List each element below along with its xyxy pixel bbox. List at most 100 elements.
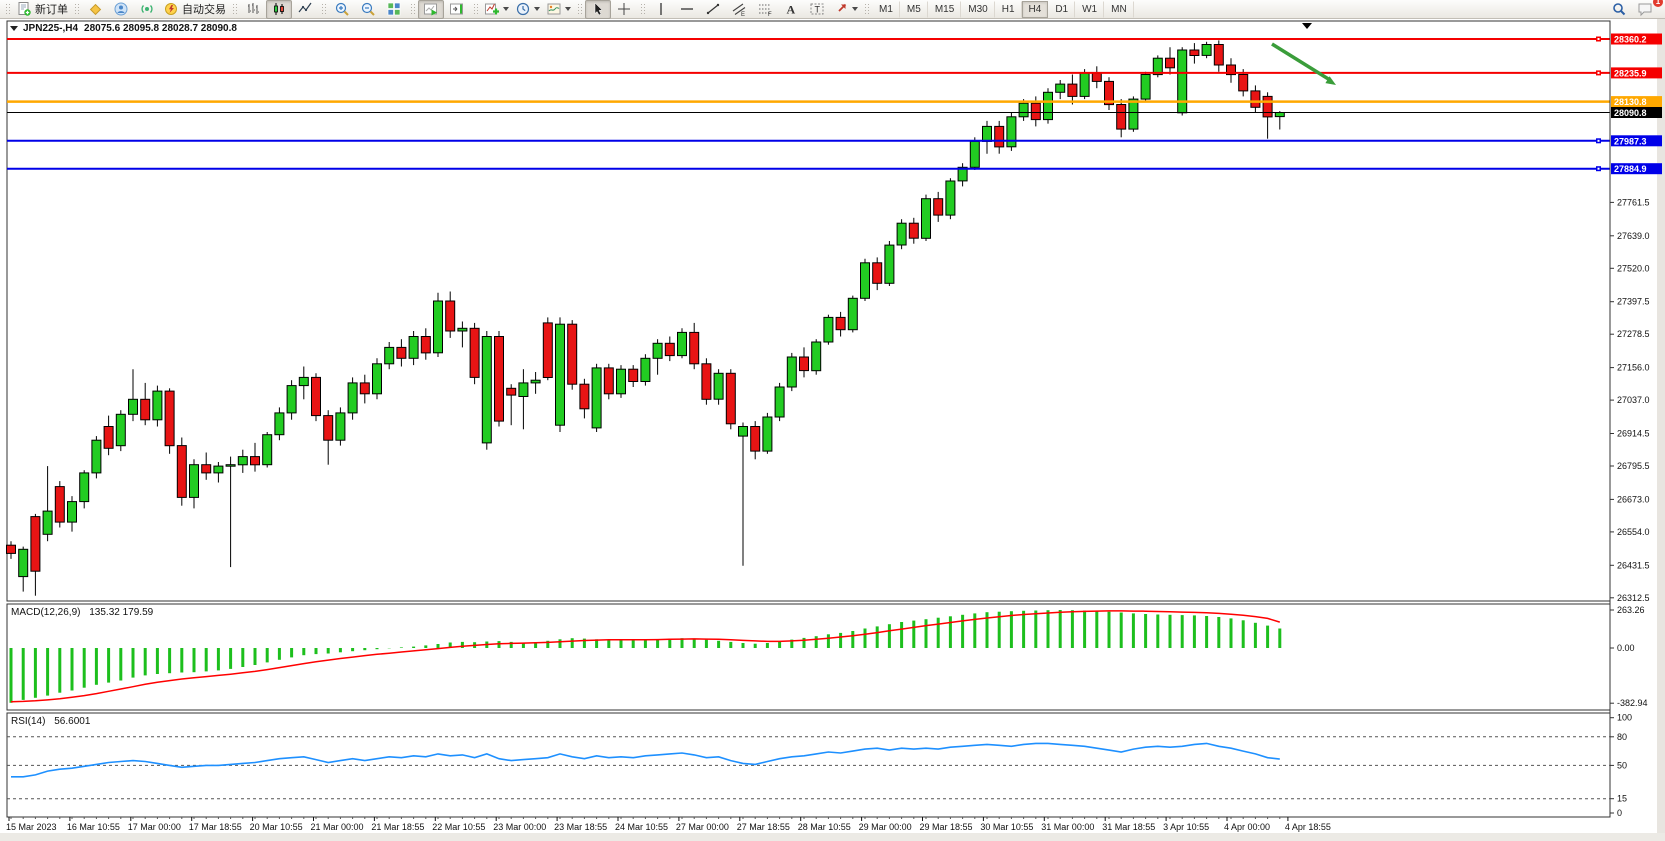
- arrow-annotation[interactable]: [1271, 42, 1336, 85]
- svg-text:27761.5: 27761.5: [1617, 197, 1650, 207]
- toolbar-grip[interactable]: [74, 2, 79, 16]
- indicators-add-icon: [484, 1, 500, 17]
- toolbar-community-button[interactable]: [108, 0, 134, 19]
- svg-text:28130.8: 28130.8: [1614, 97, 1647, 107]
- svg-text:21 Mar 18:55: 21 Mar 18:55: [371, 822, 424, 832]
- svg-text:27 Mar 00:00: 27 Mar 00:00: [676, 822, 729, 832]
- chart-corner-caret-icon[interactable]: [1302, 23, 1312, 29]
- svg-text:29 Mar 18:55: 29 Mar 18:55: [920, 822, 973, 832]
- toolbar-tile-windows-button[interactable]: [381, 0, 407, 19]
- toolbar-grip[interactable]: [410, 2, 415, 16]
- timeframe-h4-button[interactable]: H4: [1021, 0, 1049, 18]
- timeframe-w1-button[interactable]: W1: [1075, 0, 1105, 18]
- toolbar-cursor-button[interactable]: [585, 0, 611, 19]
- toolbar-candles-chart-button[interactable]: [266, 0, 292, 19]
- toolbar-zoom-in-button[interactable]: [329, 0, 355, 19]
- timeframe-m15-button[interactable]: M15: [928, 0, 962, 18]
- timeframe-h1-button[interactable]: H1: [995, 0, 1022, 18]
- toolbar-auto-scroll-button[interactable]: [418, 0, 444, 19]
- toolbar-grip[interactable]: [5, 2, 10, 16]
- chart-ohlc-values: 28075.6 28095.8 28028.7 28090.8: [84, 23, 237, 34]
- toolbar-search-button[interactable]: [1606, 0, 1632, 19]
- toolbar-fibonacci-button[interactable]: F: [752, 0, 778, 19]
- macd-signal-line: [10, 610, 1281, 703]
- svg-text:27639.0: 27639.0: [1617, 231, 1650, 241]
- svg-text:23 Mar 00:00: 23 Mar 00:00: [493, 822, 546, 832]
- toolbar-chart-shift-button[interactable]: [444, 0, 470, 19]
- dropdown-caret-icon[interactable]: [565, 7, 571, 11]
- toolbar-grip[interactable]: [864, 2, 869, 16]
- zoom-out-icon: [360, 1, 376, 17]
- svg-text:A: A: [787, 3, 796, 17]
- svg-text:4 Apr 18:55: 4 Apr 18:55: [1285, 822, 1331, 832]
- svg-text:27397.5: 27397.5: [1617, 297, 1650, 307]
- toolbar-grip[interactable]: [577, 2, 582, 16]
- svg-text:21 Mar 00:00: 21 Mar 00:00: [311, 822, 364, 832]
- rsi-indicator-label: RSI(14) 56.6001: [11, 716, 90, 727]
- toolbar-line-chart-button[interactable]: [292, 0, 318, 19]
- toolbar-autotrade-button[interactable]: 自动交易: [160, 0, 229, 19]
- toolbar-grip[interactable]: [232, 2, 237, 16]
- svg-text:27884.9: 27884.9: [1614, 164, 1647, 174]
- channel-icon: E: [731, 1, 747, 17]
- timeframe-d1-button[interactable]: D1: [1048, 0, 1076, 18]
- templates-icon: [546, 1, 562, 17]
- timeframe-m30-button[interactable]: M30: [961, 0, 995, 18]
- svg-text:T: T: [815, 5, 821, 15]
- svg-text:26795.5: 26795.5: [1617, 461, 1650, 471]
- toolbar-trendline-button[interactable]: [700, 0, 726, 19]
- toolbar-indicators-add-button[interactable]: [481, 0, 512, 19]
- timeframe-m5-button[interactable]: M5: [900, 0, 928, 18]
- periods-icon: [515, 1, 531, 17]
- dropdown-caret-icon[interactable]: [503, 7, 509, 11]
- toolbar-grip[interactable]: [321, 2, 326, 16]
- rsi-values: 56.6001: [54, 716, 91, 727]
- toolbar-deposit-button[interactable]: [82, 0, 108, 19]
- svg-text:26312.5: 26312.5: [1617, 593, 1650, 603]
- chart-shift-icon: [449, 1, 465, 17]
- toolbar-periods-button[interactable]: [512, 0, 543, 19]
- toolbar-new-order-button[interactable]: 新订单: [13, 0, 71, 19]
- svg-text:20 Mar 10:55: 20 Mar 10:55: [250, 822, 303, 832]
- toolbar-hline-button[interactable]: [674, 0, 700, 19]
- autotrade-label: 自动交易: [182, 4, 226, 16]
- svg-text:50: 50: [1617, 760, 1627, 770]
- toolbar-text-label-button[interactable]: T: [804, 0, 830, 19]
- news-signal-icon: [139, 1, 155, 17]
- svg-text:17 Mar 00:00: 17 Mar 00:00: [128, 822, 181, 832]
- toolbar-grip[interactable]: [640, 2, 645, 16]
- dropdown-caret-icon[interactable]: [852, 7, 858, 11]
- svg-text:31 Mar 18:55: 31 Mar 18:55: [1102, 822, 1155, 832]
- toolbar-bars-chart-button[interactable]: [240, 0, 266, 19]
- rsi-axis: 100 80 50 15 0: [1610, 713, 1632, 818]
- line-chart-icon: [297, 1, 313, 17]
- svg-text:28 Mar 10:55: 28 Mar 10:55: [798, 822, 851, 832]
- toolbar-crosshair-button[interactable]: [611, 0, 637, 19]
- macd-indicator-label: MACD(12,26,9) 135.32 179.59: [11, 607, 153, 618]
- chart-symbol-caret-icon[interactable]: [10, 26, 18, 31]
- toolbar-channel-button[interactable]: E: [726, 0, 752, 19]
- toolbar-shapes-button[interactable]: [830, 0, 861, 19]
- dropdown-caret-icon[interactable]: [534, 7, 540, 11]
- toolbar-news-signal-button[interactable]: [134, 0, 160, 19]
- svg-text:26914.5: 26914.5: [1617, 429, 1650, 439]
- toolbar-text-button[interactable]: A: [778, 0, 804, 19]
- candles: [6, 40, 1285, 596]
- svg-text:-382.94: -382.94: [1617, 698, 1648, 708]
- svg-text:27278.5: 27278.5: [1617, 329, 1650, 339]
- svg-text:27987.3: 27987.3: [1614, 136, 1647, 146]
- toolbar-zoom-out-button[interactable]: [355, 0, 381, 19]
- svg-text:F: F: [768, 12, 772, 17]
- svg-text:27520.0: 27520.0: [1617, 263, 1650, 273]
- toolbar-grip[interactable]: [473, 2, 478, 16]
- timeframe-mn-button[interactable]: MN: [1104, 0, 1134, 18]
- vline-icon: [653, 1, 669, 17]
- macd-histogram: [9, 610, 1282, 703]
- toolbar-templates-button[interactable]: [543, 0, 574, 19]
- cursor-icon: [590, 1, 606, 17]
- toolbar-chat-button[interactable]: 1: [1632, 0, 1663, 19]
- toolbar-vline-button[interactable]: [648, 0, 674, 19]
- timeframe-m1-button[interactable]: M1: [872, 0, 900, 18]
